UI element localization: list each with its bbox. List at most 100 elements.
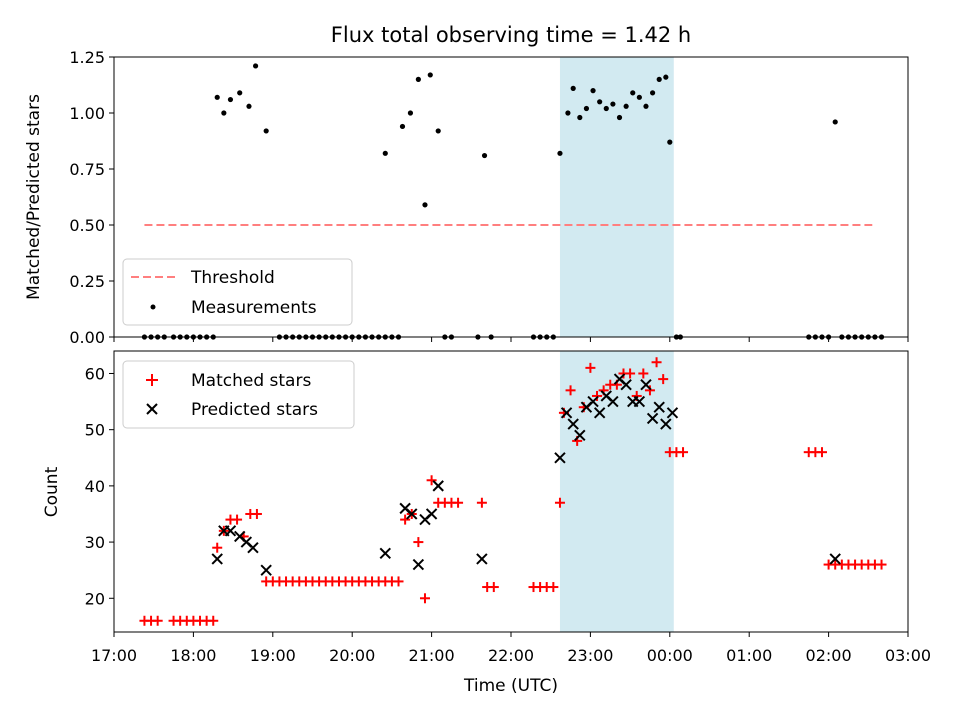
predicted-star-point — [633, 395, 646, 408]
predicted-star-point — [607, 395, 619, 408]
top-panel: 0.00 0.25 0.50 0.75 1.00 1.25 Matched/Predict… — [24, 48, 909, 347]
legend-measurements-swatch — [150, 304, 156, 310]
bottom-y-axis-label: Count — [42, 466, 62, 517]
bottom-y-tick-label: 30 — [85, 533, 105, 552]
predicted-star-point — [412, 558, 425, 571]
bottom-legend: Matched stars Predicted stars — [122, 360, 355, 429]
matched-star-point — [400, 514, 411, 525]
x-tick-label: 02:00 — [806, 646, 852, 665]
bottom-legend-box — [122, 360, 355, 429]
predicted-star-point — [640, 379, 652, 391]
top-y-tick-label: 0.50 — [69, 216, 105, 235]
x-tick-label: 20:00 — [329, 646, 375, 665]
predicted-star-point — [554, 452, 566, 464]
x-axis-label: Time (UTC) — [463, 676, 558, 696]
predicted-star-point — [211, 553, 223, 565]
measurement-point — [565, 110, 571, 116]
matched-star-point — [816, 447, 827, 458]
measurement-point — [616, 114, 623, 121]
top-y-tick-label: 1.00 — [69, 104, 105, 123]
predicted-star-point — [829, 553, 841, 565]
predicted-star-point — [593, 407, 606, 419]
top-y-axis-label: Matched/Predicted stars — [24, 94, 44, 300]
matched-star-point — [644, 385, 655, 396]
legend-threshold-label: Threshold — [190, 268, 275, 288]
measurement-point — [407, 110, 414, 116]
measurement-point — [237, 90, 243, 96]
x-tick-label: 00:00 — [647, 646, 693, 665]
measurement-point — [832, 119, 838, 125]
matched-star-point — [658, 374, 669, 385]
predicted-star-point — [425, 508, 438, 520]
matched-star-point — [413, 537, 424, 548]
predicted-star-point — [560, 407, 573, 419]
x-tick-label: 01:00 — [726, 646, 772, 665]
measurement-point — [227, 96, 234, 103]
predicted-star-point — [666, 407, 679, 419]
matched-star-point — [426, 475, 437, 486]
predicted-star-point — [587, 395, 599, 408]
measurement-point — [577, 114, 583, 121]
measurement-point — [382, 150, 388, 156]
measurement-point — [630, 90, 636, 96]
x-tick-label: 19:00 — [250, 646, 296, 665]
x-tick-label: 17:00 — [91, 646, 137, 665]
measurement-point — [667, 139, 673, 145]
bottom-y-tick-label: 40 — [85, 477, 105, 496]
matched-star-point — [585, 362, 596, 373]
chart-title: Flux total observing time = 1.42 h — [331, 23, 691, 47]
measurement-point — [663, 74, 669, 80]
matched-star-point — [548, 582, 559, 593]
measurement-point — [603, 105, 609, 112]
measurement-point — [435, 128, 441, 134]
measurement-point — [583, 105, 590, 112]
measurement-point — [481, 152, 488, 159]
matched-star-point — [876, 559, 887, 570]
measurement-point — [252, 63, 259, 69]
measurement-point — [636, 94, 642, 100]
x-tick-label: 22:00 — [488, 646, 534, 665]
measurement-point — [221, 110, 227, 116]
top-legend-box — [122, 258, 353, 326]
measurement-point — [590, 88, 596, 94]
matched-star-point — [232, 514, 243, 525]
legend-matched-label: Matched stars — [191, 371, 311, 391]
predicted-star-point — [379, 547, 391, 560]
top-highlight-span — [559, 57, 674, 337]
measurement-point — [643, 103, 649, 109]
legend-predicted-label: Predicted stars — [191, 400, 318, 420]
measurement-point — [246, 103, 252, 109]
matched-star-point — [592, 390, 603, 401]
measurement-point — [399, 123, 406, 130]
measurement-point — [570, 85, 576, 91]
measurement-point — [214, 94, 220, 100]
matched-star-point — [453, 497, 464, 508]
bottom-highlight-span — [559, 351, 674, 632]
matched-star-point — [476, 497, 487, 508]
bottom-y-tick-label: 50 — [85, 421, 105, 440]
matched-star-point — [651, 357, 662, 368]
matched-star-point — [419, 593, 430, 604]
matched-star-point — [488, 582, 499, 593]
matched-star-point — [565, 385, 576, 396]
measurement-point — [415, 76, 421, 82]
predicted-star-point — [620, 379, 632, 391]
predicted-star-point — [247, 541, 259, 554]
measurement-point — [427, 72, 433, 78]
matched-star-point — [638, 368, 649, 379]
predicted-star-point — [646, 412, 659, 425]
measurement-point — [623, 103, 629, 109]
predicted-star-point — [406, 508, 418, 520]
measurement-point — [610, 101, 616, 107]
measurement-point — [597, 99, 603, 105]
top-y-tick-label: 1.25 — [69, 48, 105, 67]
predicted-star-point — [574, 429, 586, 442]
top-y-tick-label: 0.00 — [69, 328, 105, 347]
predicted-star-point — [567, 418, 579, 430]
predicted-star-point — [260, 564, 272, 576]
top-legend: Threshold Measurements — [122, 258, 353, 326]
matched-star-point — [212, 542, 223, 553]
measurement-point — [656, 76, 662, 82]
bottom-y-tick-label: 60 — [85, 364, 105, 383]
